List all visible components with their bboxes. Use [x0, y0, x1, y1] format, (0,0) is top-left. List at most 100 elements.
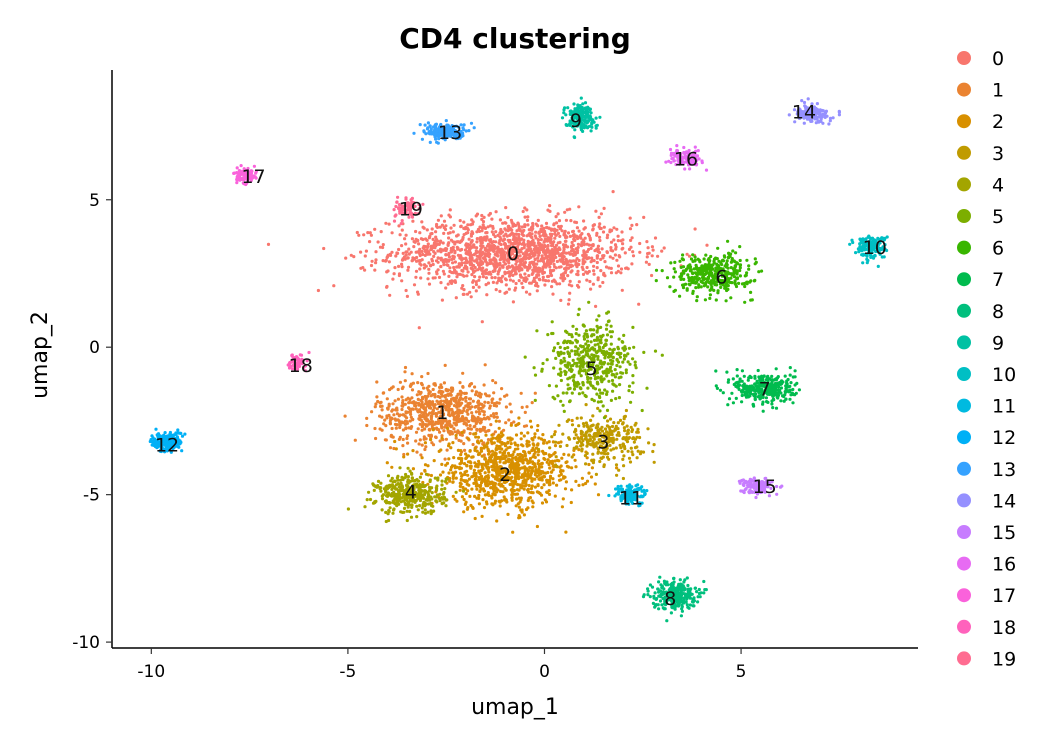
point	[571, 248, 575, 252]
point	[546, 458, 550, 462]
point	[406, 475, 410, 479]
point	[483, 363, 487, 367]
point	[647, 262, 651, 266]
point	[453, 260, 457, 264]
point	[381, 259, 385, 263]
point	[714, 384, 718, 388]
point	[504, 421, 508, 425]
point	[419, 410, 424, 414]
point	[481, 237, 486, 241]
point	[637, 302, 641, 306]
point	[473, 385, 477, 389]
point	[538, 234, 542, 238]
point	[446, 243, 450, 247]
point	[621, 242, 625, 246]
point	[628, 460, 633, 464]
point	[582, 424, 586, 428]
point	[521, 263, 525, 267]
point	[691, 253, 695, 257]
point	[504, 405, 508, 409]
point	[365, 498, 369, 502]
point	[710, 281, 714, 285]
point	[497, 436, 501, 440]
point	[729, 266, 733, 270]
point	[457, 419, 461, 423]
point	[583, 236, 587, 240]
point	[621, 346, 625, 350]
point	[556, 231, 561, 235]
point	[414, 407, 418, 411]
point	[418, 475, 422, 479]
point	[457, 262, 461, 266]
point	[543, 457, 547, 461]
point	[706, 258, 710, 262]
point	[423, 253, 427, 257]
point	[527, 450, 531, 454]
point	[568, 291, 572, 295]
point	[400, 407, 404, 412]
point	[475, 417, 479, 421]
point	[725, 259, 729, 263]
point	[566, 274, 570, 278]
point	[391, 402, 395, 406]
point	[587, 234, 592, 238]
point	[390, 435, 394, 439]
point	[567, 418, 571, 422]
point	[566, 302, 571, 306]
point	[602, 206, 606, 210]
point	[532, 247, 536, 252]
point	[642, 215, 646, 219]
point	[425, 238, 429, 242]
point	[481, 220, 486, 224]
point	[597, 314, 601, 318]
point	[464, 416, 468, 420]
point	[631, 453, 635, 457]
point	[533, 269, 537, 273]
point	[749, 279, 753, 283]
point	[439, 250, 443, 254]
point	[534, 468, 538, 472]
point	[461, 269, 465, 273]
point	[450, 424, 454, 428]
point	[554, 455, 558, 459]
point	[448, 407, 452, 412]
point	[596, 400, 601, 404]
point	[459, 449, 463, 453]
point	[746, 378, 750, 382]
point	[581, 357, 585, 361]
point	[418, 438, 422, 442]
point	[559, 298, 563, 302]
point	[577, 229, 581, 233]
point	[606, 355, 611, 359]
point	[470, 405, 474, 409]
point	[469, 503, 473, 508]
point	[390, 417, 394, 421]
point	[617, 337, 621, 341]
point	[542, 483, 546, 487]
point	[548, 253, 553, 257]
point	[541, 271, 545, 275]
point	[444, 286, 448, 290]
point	[544, 251, 548, 255]
point	[586, 334, 590, 339]
point	[494, 404, 499, 408]
point	[774, 367, 778, 371]
point	[636, 449, 640, 453]
point	[605, 236, 609, 240]
point	[394, 447, 398, 451]
point	[520, 267, 524, 271]
point	[660, 353, 664, 357]
point	[451, 230, 455, 234]
point	[520, 225, 524, 229]
point	[397, 502, 401, 506]
point	[614, 463, 619, 467]
point	[380, 428, 384, 432]
point	[403, 237, 407, 241]
point	[453, 240, 457, 244]
point	[621, 421, 625, 425]
point	[410, 372, 414, 376]
point	[631, 357, 635, 361]
point	[609, 362, 613, 366]
point	[445, 461, 450, 465]
point	[615, 227, 619, 231]
